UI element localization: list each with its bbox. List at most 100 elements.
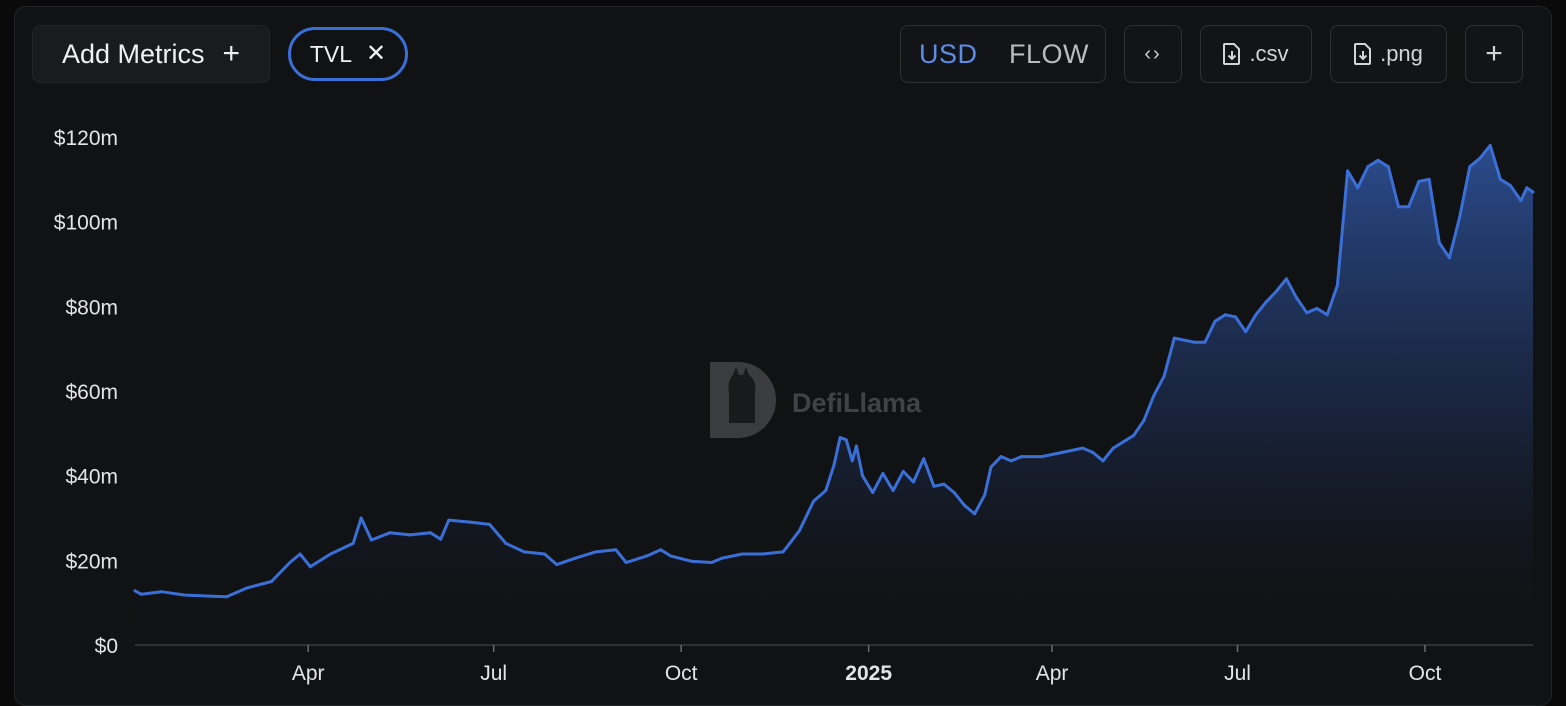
tvl-data-point xyxy=(720,556,724,560)
tvl-data-point xyxy=(1468,165,1472,169)
tvl-data-point xyxy=(225,595,229,599)
tvl-data-point xyxy=(182,593,186,597)
tvl-data-point xyxy=(139,592,143,596)
tvl-data-point xyxy=(740,552,744,556)
y-tick-label: $80m xyxy=(65,296,118,319)
tvl-data-point xyxy=(1356,186,1360,190)
add-chart-button[interactable]: + xyxy=(1465,25,1523,83)
y-axis: $0 $20m $40m $60m $80m $100m $120m xyxy=(54,127,118,658)
tvl-data-point xyxy=(1437,241,1441,245)
tvl-data-point xyxy=(329,552,333,556)
tvl-data-point xyxy=(245,586,249,590)
tvl-data-point xyxy=(962,503,966,507)
tvl-data-point xyxy=(999,455,1003,459)
tvl-data-point xyxy=(645,554,648,558)
tvl-data-point xyxy=(369,538,373,542)
tvl-data-point xyxy=(1488,144,1492,147)
tvl-data-point xyxy=(1193,340,1197,344)
tvl-data-point xyxy=(881,472,885,475)
tvl-data-point xyxy=(1509,184,1513,188)
close-icon[interactable]: ✕ xyxy=(366,40,387,67)
tvl-data-point xyxy=(854,444,858,448)
tvl-data-point xyxy=(1081,446,1085,450)
tvl-data-point xyxy=(669,554,673,558)
tvl-data-point xyxy=(1264,300,1268,304)
tvl-data-point xyxy=(522,550,526,554)
tvl-data-point xyxy=(1142,419,1146,423)
tvl-data-point xyxy=(1060,450,1064,454)
tvl-chip-label: TVL xyxy=(309,40,353,67)
tvl-data-point xyxy=(351,541,355,545)
tvl-data-point xyxy=(1234,315,1237,319)
usd-option[interactable]: USD xyxy=(919,38,978,69)
tvl-data-point xyxy=(1091,450,1095,454)
tvl-data-point xyxy=(844,438,848,442)
tvl-data-point xyxy=(1366,165,1370,169)
tvl-data-point xyxy=(1020,455,1023,459)
llama-logo xyxy=(710,362,776,438)
tvl-data-point xyxy=(1183,338,1186,342)
add-metrics-button[interactable]: Add Metrics + xyxy=(32,25,270,83)
tvl-data-point xyxy=(1172,336,1176,340)
tvl-data-point xyxy=(429,531,432,535)
tvl-data-point xyxy=(1101,459,1105,463)
x-tick-label: 2025 xyxy=(845,662,892,685)
png-label: .png xyxy=(1380,41,1423,66)
tvl-area-fill xyxy=(135,145,1533,645)
code-brackets-icon: ‹› xyxy=(1144,42,1162,65)
tvl-series-line xyxy=(134,144,1534,599)
tvl-data-point xyxy=(824,489,828,492)
tvl-data-point xyxy=(689,559,693,563)
tvl-data-point xyxy=(1531,190,1535,194)
tvl-data-point xyxy=(1162,374,1166,378)
tvl-data-point xyxy=(659,548,663,552)
tvl-data-point xyxy=(761,552,765,556)
y-tick-label: $120m xyxy=(54,127,118,150)
tvl-data-point xyxy=(1152,393,1156,397)
tvl-data-point xyxy=(447,518,451,522)
tvl-data-point xyxy=(912,480,915,484)
tvl-data-point xyxy=(1498,177,1502,181)
tvl-data-point xyxy=(270,580,273,583)
tvl-data-point xyxy=(288,561,292,564)
tvl-data-point xyxy=(1478,156,1482,160)
tvl-data-point xyxy=(1121,440,1125,444)
x-tick-label: Oct xyxy=(665,662,698,685)
tvl-data-point xyxy=(1525,186,1529,190)
tvl-data-point xyxy=(797,529,801,533)
tvl-data-point xyxy=(838,436,842,440)
denomination-toggle: USD FLOW xyxy=(900,25,1106,83)
tvl-data-point xyxy=(1315,306,1319,310)
tvl-data-point xyxy=(1009,459,1013,463)
tvl-data-point xyxy=(989,465,993,469)
tvl-data-point xyxy=(901,469,905,473)
tvl-data-point xyxy=(469,520,473,524)
tvl-data-point xyxy=(1346,169,1350,173)
tvl-data-point xyxy=(210,594,214,598)
flow-option[interactable]: FLOW xyxy=(1009,38,1089,69)
tvl-data-point xyxy=(973,512,977,516)
tvl-data-point xyxy=(781,550,785,554)
tvl-data-point xyxy=(1254,313,1258,317)
tvl-data-point xyxy=(624,561,628,564)
tvl-metric-chip[interactable]: TVL ✕ xyxy=(288,27,408,81)
watermark-text: DefiLlama xyxy=(792,388,922,418)
tvl-data-point xyxy=(1213,319,1217,323)
plus-icon: + xyxy=(222,37,241,70)
tvl-data-point xyxy=(1132,434,1136,437)
download-png-button[interactable]: .png xyxy=(1330,25,1447,83)
download-csv-button[interactable]: .csv xyxy=(1200,25,1312,83)
add-metrics-label: Add Metrics xyxy=(61,38,205,69)
tvl-data-point xyxy=(439,537,443,541)
tvl-data-point xyxy=(1386,165,1390,169)
tvl-data-point xyxy=(543,552,547,556)
tvl-data-point xyxy=(932,484,936,488)
tvl-data-point xyxy=(1223,313,1227,317)
tvl-data-point xyxy=(1325,313,1329,317)
embed-button[interactable]: ‹› xyxy=(1124,25,1182,83)
tvl-data-point xyxy=(1295,296,1299,300)
tvl-data-point xyxy=(555,563,559,567)
x-tick-label: Apr xyxy=(292,662,325,685)
tvl-data-point xyxy=(922,457,926,461)
